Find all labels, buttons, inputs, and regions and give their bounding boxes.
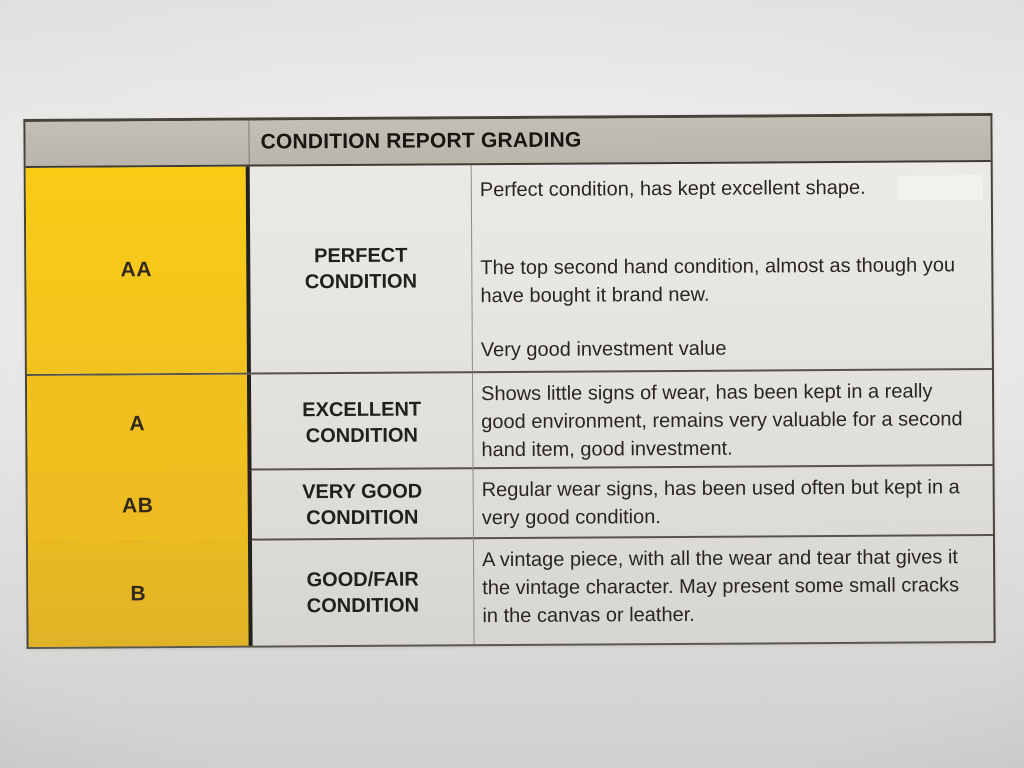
description-cell-b: A vintage piece, with all the wear and t… <box>474 536 994 644</box>
description-paragraph: Very good investment value <box>480 337 727 362</box>
condition-label-line: CONDITION <box>306 594 420 617</box>
condition-label-ab: VERY GOOD CONDITION <box>251 469 474 541</box>
condition-label-line: PERFECT <box>313 244 408 268</box>
condition-label-line: CONDITION <box>304 270 418 294</box>
table-header-row: CONDITION REPORT GRADING <box>25 116 991 168</box>
description-paragraph: The top second hand condition, almost as… <box>480 254 956 308</box>
description-paragraph: Shows little signs of wear, has been kep… <box>481 380 963 462</box>
condition-grading-table: CONDITION REPORT GRADING AA PERFECT COND… <box>23 113 996 649</box>
condition-label-line: CONDITION <box>306 506 419 530</box>
header-empty-corner-cell <box>25 120 250 166</box>
whiteout-correction-patch <box>896 175 983 201</box>
description-paragraph: A vintage piece, with all the wear and t… <box>482 546 960 628</box>
table-title: CONDITION REPORT GRADING <box>260 128 582 154</box>
description-cell-a: Shows little signs of wear, has been kep… <box>473 370 993 471</box>
grade-cell-ab: AB <box>27 470 252 542</box>
table-row: A EXCELLENT CONDITION Shows little signs… <box>26 368 993 474</box>
table-row: B GOOD/FAIR CONDITION A vintage piece, w… <box>27 534 994 647</box>
condition-label-line: CONDITION <box>305 424 419 448</box>
description-paragraph: Regular wear signs, has been used often … <box>481 476 960 530</box>
description-cell-aa: Perfect condition, has kept excellent sh… <box>472 162 992 371</box>
description-cell-ab: Regular wear signs, has been used often … <box>474 466 993 539</box>
condition-label-line: VERY GOOD <box>302 480 423 504</box>
grade-cell-aa: AA <box>25 166 251 374</box>
condition-label-a: EXCELLENT CONDITION <box>250 373 474 473</box>
condition-label-line: EXCELLENT <box>302 398 422 422</box>
table-row: AA PERFECT CONDITION Perfect condition, … <box>25 162 992 374</box>
condition-label-line: GOOD/FAIR <box>306 568 419 591</box>
table-row: AB VERY GOOD CONDITION Regular wear sign… <box>27 464 993 542</box>
condition-label-aa: PERFECT CONDITION <box>249 165 473 373</box>
grade-cell-a: A <box>26 374 252 474</box>
grade-cell-b: B <box>27 540 253 647</box>
condition-label-b: GOOD/FAIR CONDITION <box>251 539 475 646</box>
